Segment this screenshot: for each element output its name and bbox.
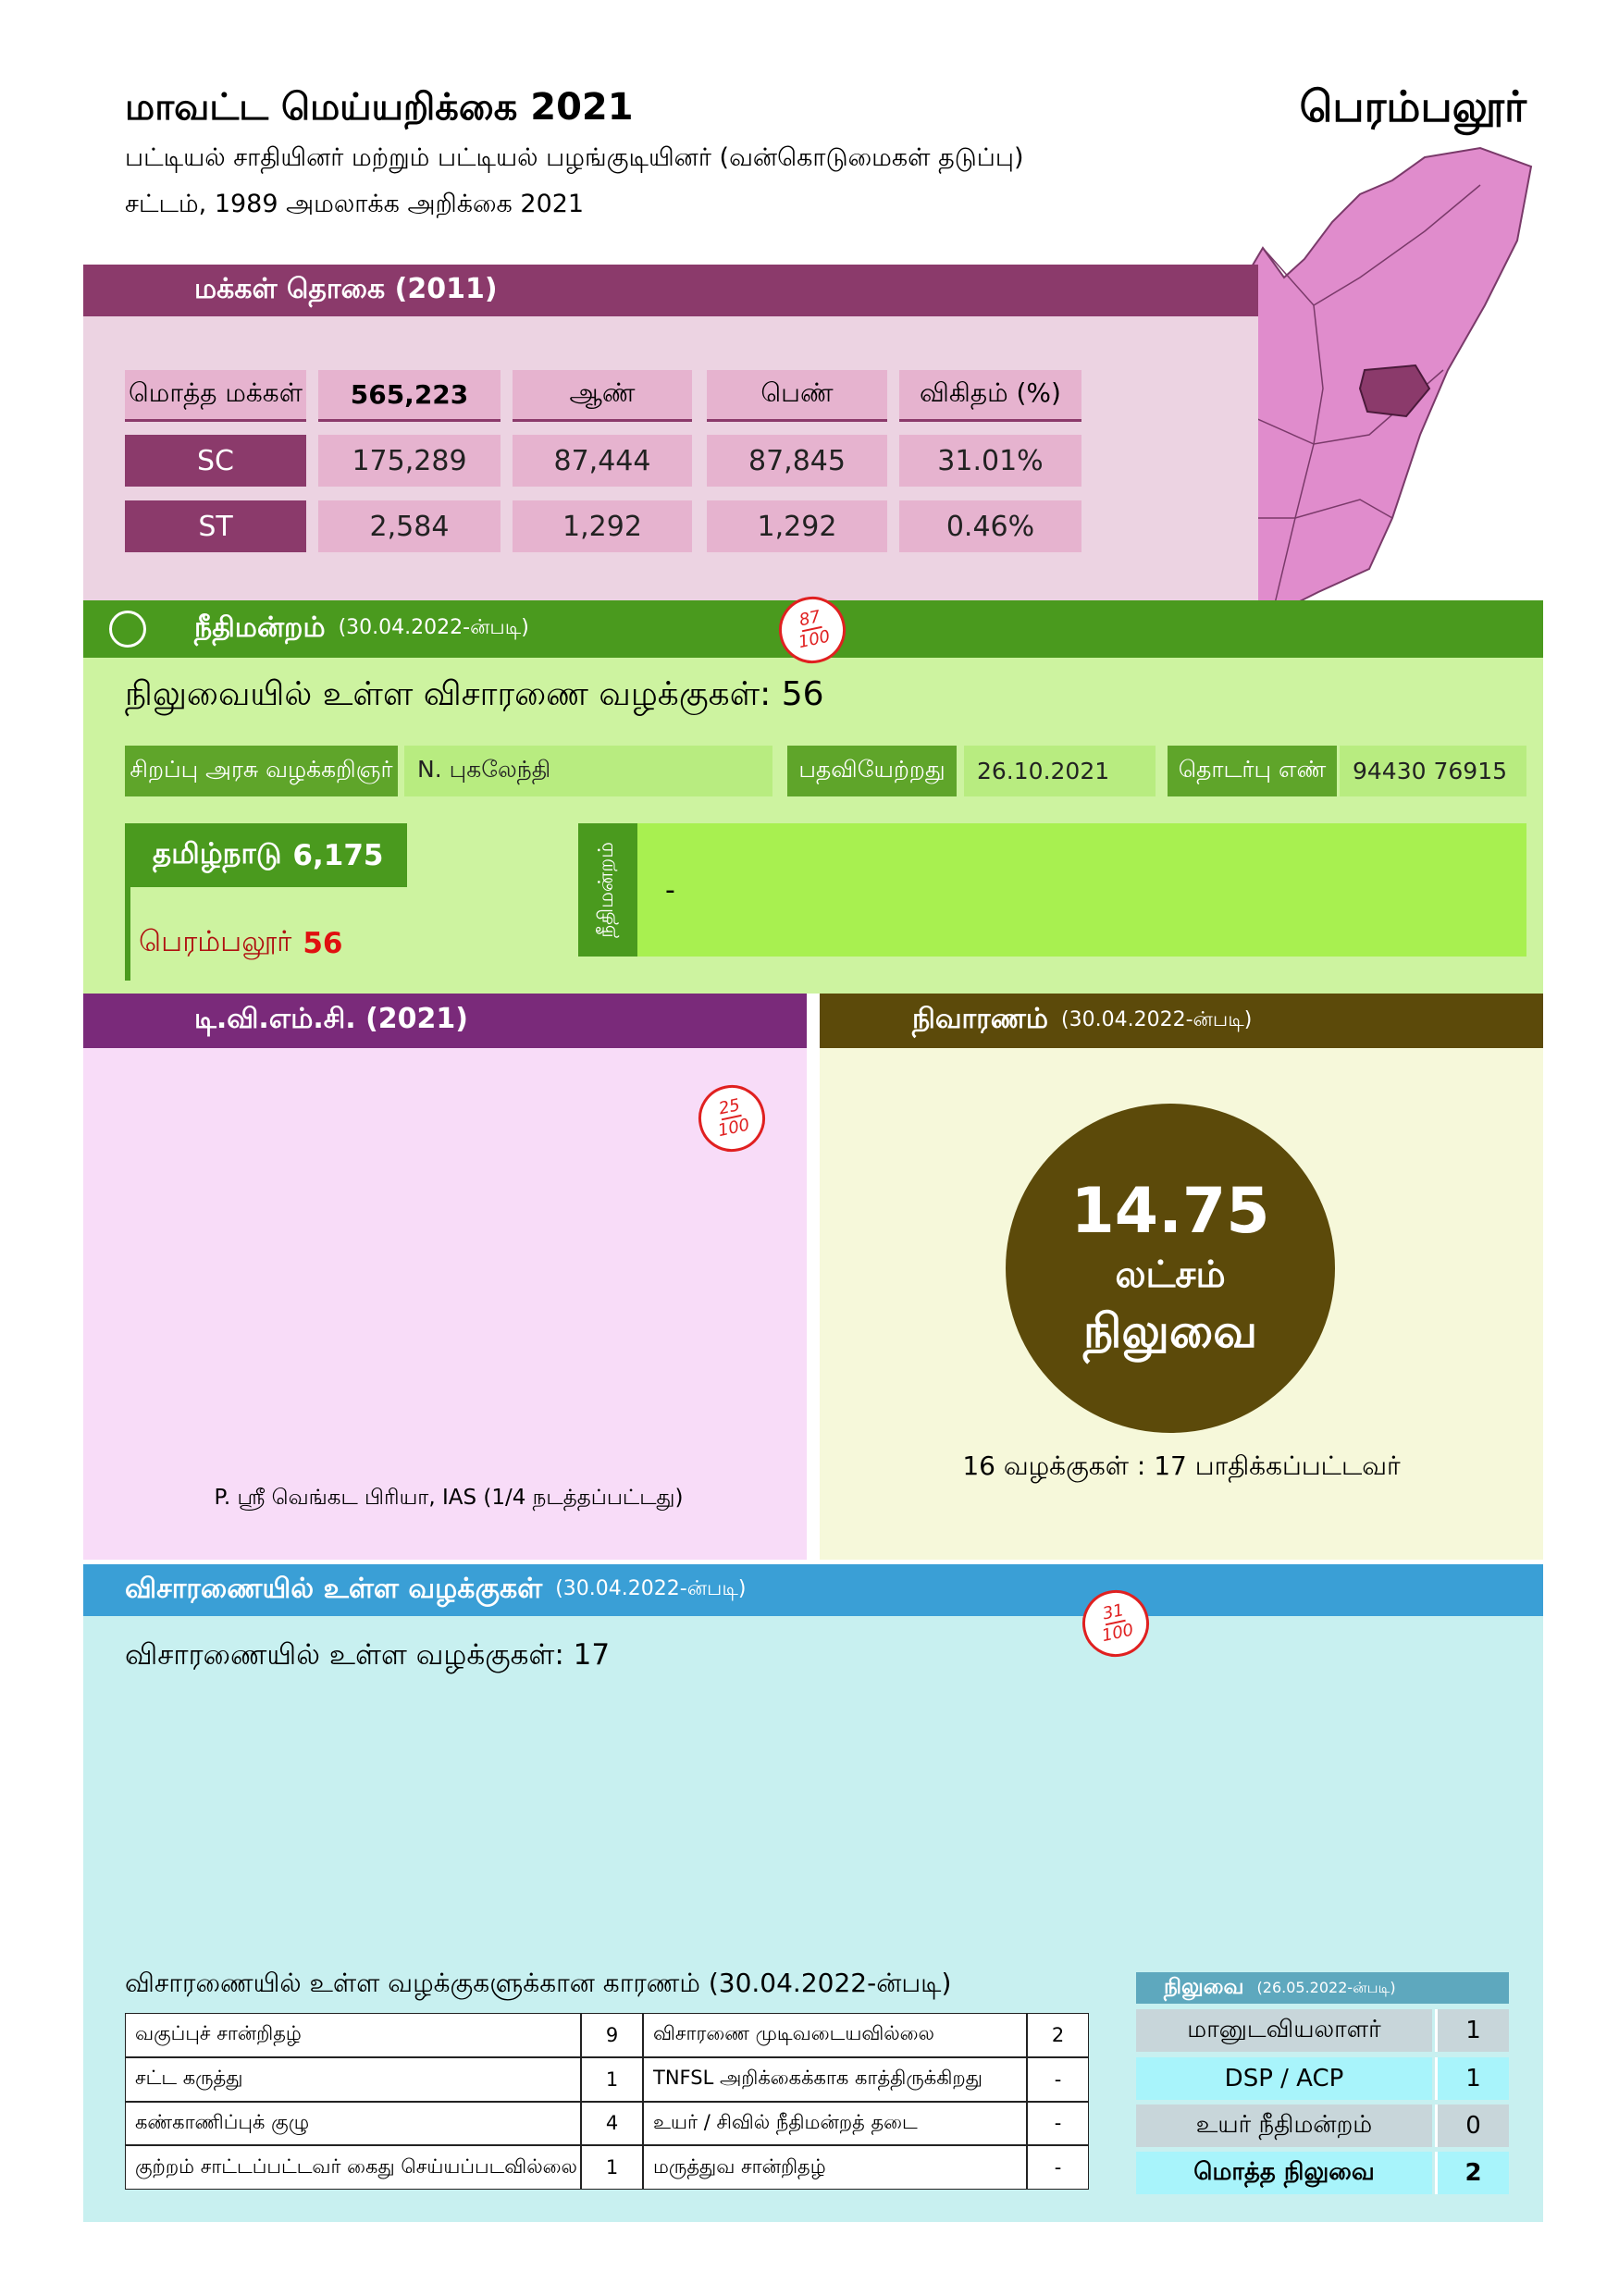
reason-count: 1 [581,2056,643,2102]
pending-text: நிலுவையில் உள்ள விசாரணை வழக்குகள்: 56 [125,675,824,713]
info-value: N. புகலேந்தி [404,746,772,796]
tvmc-header: டி.வி.எம்.சி. (2021) [83,994,807,1048]
info-label: பதவியேற்றது [787,746,957,796]
date-note: (26.05.2022-ன்படி) [1256,1978,1396,1996]
pending-label: உயர் நீதிமன்றம் [1136,2105,1432,2147]
pending-header: நிலுவை (26.05.2022-ன்படி) [1136,1972,1509,2004]
district-total: பெரம்பலூர் 56 [139,920,343,967]
table-header-cell: 565,223 [318,370,501,422]
pending-label: மானுடவியலாளர் [1136,2009,1432,2052]
table-cell: 1,292 [513,500,692,552]
court-label: நீதிமன்றம் [595,842,618,938]
relief-circle: 14.75 லட்சம் நிலுவை [1006,1104,1335,1433]
table-cell: 0.46% [899,500,1081,552]
reason-count: - [1027,2101,1089,2146]
table-cell: 31.01% [899,435,1081,487]
investigation-total: விசாரணையில் உள்ள வழக்குகள்: 17 [125,1638,611,1672]
reason-label: சட்ட கருத்து [125,2056,581,2102]
section-heading: நிவாரணம் [912,1003,1049,1035]
reason-label: மருத்துவ சான்றிதழ் [643,2145,1027,2190]
district-label: பெரம்பலூர் [139,925,292,958]
map-borders [1271,304,1324,616]
info-label: தொடர்பு எண் [1168,746,1337,796]
section-heading: மக்கள் தொகை (2011) [194,272,498,305]
table-header-cell: விகிதம் (%) [899,370,1081,422]
reason-label: விசாரணை முடிவடையவில்லை [643,2013,1027,2057]
table-header-cell: பெண் [707,370,887,422]
state-total: தமிழ்நாடு 6,175 [125,823,407,887]
table-header-cell: மொத்த மக்கள் [125,370,306,422]
table-cell: 1,292 [707,500,887,552]
subtitle: பட்டியல் சாதியினர் மற்றும் பட்டியல் பழங்… [125,142,1024,172]
pending-count: 2 [1435,2152,1509,2194]
icon [109,611,146,648]
subtitle: சட்டம், 1989 அமலாக்க அறிக்கை 2021 [125,189,585,218]
court-box-value: - [637,823,1526,957]
reason-count: - [1027,2056,1089,2102]
relief-amount: 14.75 [1070,1175,1270,1248]
reason-label: கண்காணிப்புக் குழு [125,2101,581,2146]
table-cell: 2,584 [318,500,501,552]
pending-label: மொத்த நிலுவை [1136,2152,1432,2194]
tvmc-caption: P. ஸ்ரீ வெங்கட பிரியா, IAS (1/4 நடத்தப்ப… [214,1485,684,1510]
section-heading: டி.வி.எம்.சி. (2021) [194,1003,469,1035]
reason-label: TNFSL அறிக்கைக்காக காத்திருக்கிறது [643,2056,1027,2102]
pending-count: 0 [1435,2105,1509,2147]
table-cell: 87,845 [707,435,887,487]
map-borders [1262,184,1481,306]
table-cell: ST [125,500,306,552]
population-header: மக்கள் தொகை (2011) [83,265,1258,316]
investigation-header: விசாரணையில் உள்ள வழக்குகள் (30.04.2022-ன்… [83,1564,1543,1616]
relief-status: நிலுவை [1082,1304,1258,1358]
pending-count: 1 [1435,2009,1509,2052]
date-note: (30.04.2022-ன்படி) [555,1577,747,1600]
date-note: (30.04.2022-ன்படி) [1061,1007,1253,1031]
reason-label: குற்றம் சாட்டப்பட்டவர் கைது செய்யப்படவில… [125,2145,581,2190]
reason-count: - [1027,2145,1089,2190]
pending-count: 1 [1435,2057,1509,2100]
table-cell: 175,289 [318,435,501,487]
tvmc-panel [83,1048,807,1560]
pending-heading: நிலுவை [1164,1974,1244,1999]
pending-label: DSP / ACP [1136,2057,1432,2100]
date-note: (30.04.2022-ன்படி) [338,616,529,639]
section-heading: நீதிமன்றம் [194,611,326,644]
relief-header: நிவாரணம் (30.04.2022-ன்படி) [820,994,1543,1048]
reason-count: 4 [581,2101,643,2146]
reason-count: 1 [581,2145,643,2190]
relief-unit: லட்சம் [1115,1253,1226,1296]
info-value: 94430 76915 [1340,746,1526,796]
reasons-heading: விசாரணையில் உள்ள வழக்குகளுக்கான காரணம் (… [125,1967,952,1998]
info-value: 26.10.2021 [964,746,1156,796]
state-label: தமிழ்நாடு [153,836,282,870]
reason-count: 2 [1027,2013,1089,2057]
table-cell: 87,444 [513,435,692,487]
state-value: 6,175 [292,838,384,872]
relief-caption: 16 வழக்குகள் : 17 பாதிக்கப்பட்டவர் [962,1450,1401,1481]
title: மாவட்ட மெய்யறிக்கை 2021 [125,85,634,129]
table-cell: SC [125,435,306,487]
reason-count: 9 [581,2013,643,2057]
reason-label: வகுப்புச் சான்றிதழ் [125,2013,581,2057]
section-heading: விசாரணையில் உள்ள வழக்குகள் [125,1572,543,1605]
court-box-label: நீதிமன்றம் [578,823,637,957]
divider [125,823,130,981]
reason-label: உயர் / சிவில் நீதிமன்றத் தடை [643,2101,1027,2146]
district-name: பெரம்பலூர் [1299,80,1526,131]
table-header-cell: ஆண் [513,370,692,422]
map-highlight [1358,364,1431,418]
info-label: சிறப்பு அரசு வழக்கறிஞர் [125,746,398,796]
district-value: 56 [303,927,343,960]
